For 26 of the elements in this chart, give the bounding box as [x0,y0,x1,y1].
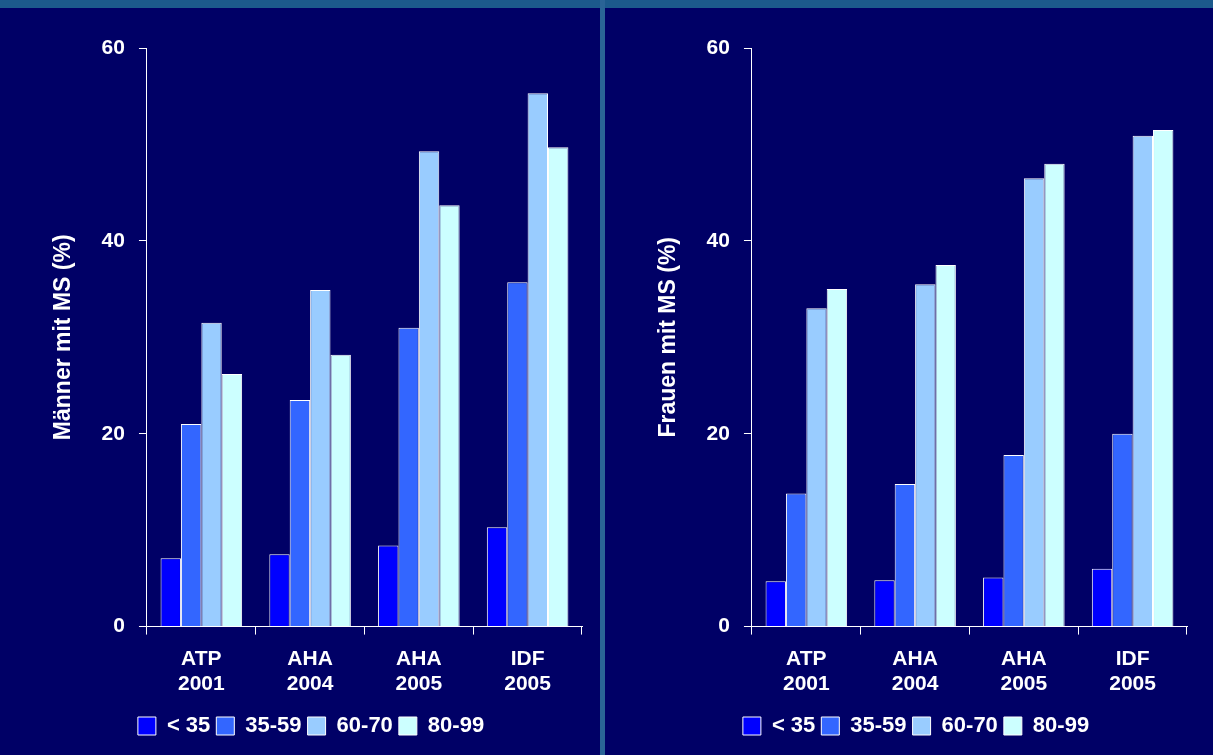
x-tick-label: ATP 2001 [782,646,831,695]
x-tick-label: AHA 2004 [286,646,334,695]
y-tick-label: 20 [101,420,125,444]
x-tick-label: IDF 2005 [1109,646,1157,695]
legend-label: < 35 [166,712,211,738]
x-tick-label: AHA 2004 [891,646,939,695]
y-tick-label: 0 [718,613,730,637]
legend-label: 35-59 [850,712,907,738]
x-tick-label: ATP 2001 [177,646,226,695]
legend-label: 60-70 [336,712,393,738]
legend-label: 80-99 [1032,712,1090,738]
y-axis-title: Männer mit MS (%) [49,234,76,441]
y-axis-title: Frauen mit MS (%) [654,236,681,438]
legend-label: 35-59 [245,712,302,738]
y-tick-label: 60 [101,34,125,58]
y-tick-label: 60 [706,34,730,58]
legend-label: 60-70 [941,712,998,738]
x-tick-label: AHA 2005 [1000,646,1048,695]
legend-label: 80-99 [427,712,485,738]
x-tick-label: AHA 2005 [395,646,443,695]
y-tick-label: 40 [101,227,125,251]
x-tick-label: IDF 2005 [504,646,552,695]
legend-label: < 35 [771,712,816,738]
y-tick-label: 0 [113,613,125,637]
y-tick-label: 40 [706,227,730,251]
y-tick-label: 20 [706,420,730,444]
